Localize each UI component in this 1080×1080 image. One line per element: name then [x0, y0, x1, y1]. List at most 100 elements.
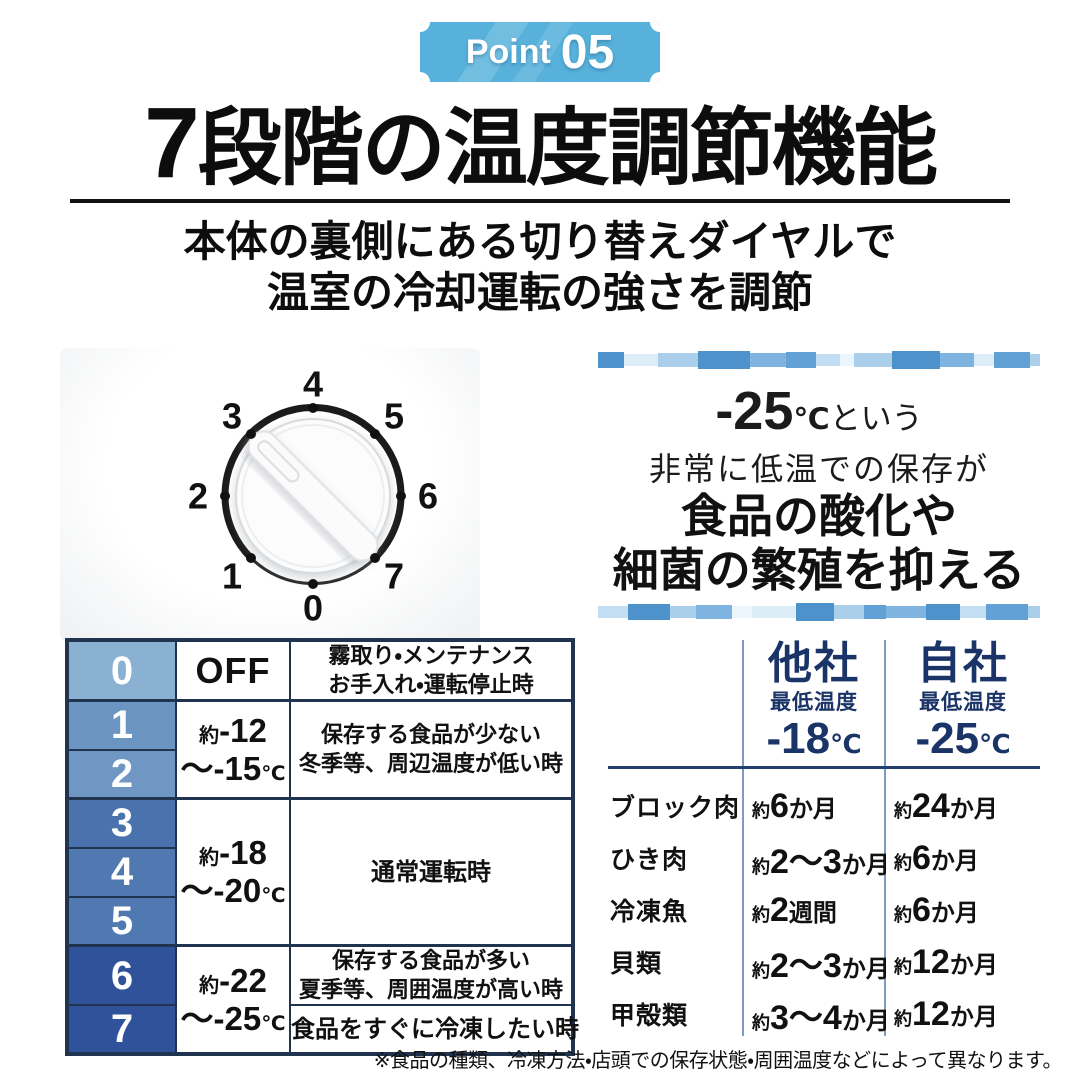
level-cell-6: 6 — [66, 944, 177, 1007]
table-row: 5 — [66, 895, 573, 947]
min-temp-label: 最低温度 — [770, 691, 858, 714]
dial-dot-6 — [396, 491, 406, 501]
level-cell-4: 4 — [66, 846, 177, 898]
mosaic-segment — [628, 604, 670, 620]
dial-knob-inner-edge — [241, 424, 385, 568]
desc-cell-0: 霧取り・メンテナンス お手入れ・運転停止時 — [289, 639, 574, 702]
food-label: ブロック肉 — [610, 794, 741, 822]
temp-value: 〜-15 — [180, 749, 262, 787]
comparison-table: 他社 最低温度 -18℃ 自社 最低温度 -25℃ ブロック肉 約6か月 約24… — [608, 640, 1040, 1037]
mosaic-segment — [886, 606, 926, 618]
header-divider — [608, 766, 1040, 769]
level-cell-3: 3 — [66, 797, 177, 849]
dial-number-0: 0 — [303, 588, 323, 629]
header-own-company: 自社 最低温度 -25℃ — [886, 642, 1040, 761]
temp-value: 〜-20 — [180, 872, 262, 910]
subtitle-line2: 温室の冷却運転の強さを調節 — [266, 269, 813, 317]
comparison-row: 甲殻類 約3〜4か月 約12か月 — [608, 988, 1040, 1040]
min-temp-value: -25 — [915, 714, 980, 763]
level-cell-7: 7 — [66, 1004, 177, 1056]
desc-line: 霧取り・メンテナンス — [328, 643, 534, 668]
badge-notch — [420, 22, 430, 32]
point-badge: Point 05 — [420, 22, 660, 82]
level-cell-5: 5 — [66, 895, 177, 947]
food-label: 甲殻類 — [610, 1002, 689, 1030]
dial-dot-3 — [246, 429, 256, 439]
temp-prefix: 約 — [199, 847, 220, 870]
dial-number-4: 4 — [303, 364, 323, 405]
own-duration: 約12か月 — [894, 942, 998, 981]
table-row: 2 — [66, 748, 573, 800]
off-label: OFF — [195, 649, 271, 691]
benefit-temp: -25 — [715, 381, 794, 441]
min-temp-unit: ℃ — [979, 729, 1011, 759]
mosaic-segment — [994, 352, 1030, 368]
footnote: ※食品の種類、冷凍方法・店頭での保存状態・周囲温度などによって異なります。 — [373, 1050, 1063, 1072]
temp-value: -18 — [219, 834, 267, 872]
food-label: ひき肉 — [610, 846, 689, 874]
dial-dot-7 — [370, 553, 380, 563]
mosaic-segment — [752, 606, 796, 618]
comparison-row: 貝類 約2〜3か月 約12か月 — [608, 936, 1040, 988]
dial-graphic: 0 1 2 3 4 5 6 7 — [188, 364, 438, 629]
mosaic-segment — [864, 605, 886, 619]
mosaic-segment — [786, 352, 816, 368]
dial-dot-5 — [370, 429, 380, 439]
mosaic-segment — [698, 351, 750, 369]
min-temp-value: -18 — [766, 714, 831, 763]
own-duration: 約12か月 — [894, 994, 998, 1033]
benefit-headline: -25℃という — [598, 380, 1040, 442]
dial-number-6: 6 — [418, 476, 438, 517]
comparison-row: 冷凍魚 約2週間 約6か月 — [608, 884, 1040, 936]
badge-notch — [650, 72, 660, 82]
header-other-company: 他社 最低温度 -18℃ — [744, 642, 884, 761]
title-number: 7 — [144, 87, 200, 199]
temperature-dial-illustration: 0 1 2 3 4 5 6 7 — [60, 348, 480, 642]
table-row: 7 食品をすぐに冷凍したい時 — [66, 1004, 579, 1056]
temp-unit: ℃ — [261, 1012, 286, 1035]
dial-number-2: 2 — [188, 476, 208, 517]
desc-line: 冬季等、周辺温度が低い時 — [298, 750, 563, 776]
level-cell-1: 1 — [66, 699, 177, 751]
dial-dot-4 — [308, 403, 318, 413]
other-duration: 約2週間 — [752, 890, 837, 929]
desc-cell-3-5: 通常運転時 — [289, 797, 574, 947]
food-label: 貝類 — [610, 950, 663, 978]
desc-line: 夏季等、周囲温度が高い時 — [298, 976, 563, 1002]
benefit-line3: 食品の酸化や — [681, 490, 957, 542]
desc-cell-7: 食品をすぐに冷凍したい時 — [289, 1004, 579, 1056]
temp-cell-6-7: 約-22 〜-25℃ — [175, 944, 291, 1056]
mosaic-segment — [598, 606, 628, 618]
temp-cell-off: OFF — [175, 639, 291, 702]
food-label: 冷凍魚 — [610, 898, 689, 926]
other-duration: 約6か月 — [752, 786, 837, 825]
comparison-row: ブロック肉 約6か月 約24か月 — [608, 780, 1040, 832]
table-row: 1 約-12 〜-15℃ 保存する食品が少ない 冬季等、周辺温度が低い時 — [66, 699, 574, 800]
mosaic-strip-top — [598, 350, 1040, 370]
temp-value: 〜-25 — [180, 999, 262, 1037]
dial-number-5: 5 — [384, 396, 404, 437]
mosaic-segment — [892, 351, 940, 369]
mosaic-segment — [1028, 606, 1040, 618]
desc-cell-6: 保存する食品が多い 夏季等、周囲温度が高い時 — [289, 944, 574, 1007]
desc-cell-1-2: 保存する食品が少ない 冬季等、周辺温度が低い時 — [289, 699, 574, 800]
mosaic-segment — [854, 353, 892, 367]
temp-value: -22 — [219, 961, 267, 999]
table-row: 3 約-18 〜-20℃ 通常運転時 — [66, 797, 574, 947]
own-duration: 約6か月 — [894, 838, 979, 877]
title-text: 段階の温度調節機能 — [197, 101, 938, 195]
level-cell-2: 2 — [66, 748, 177, 800]
own-duration: 約6か月 — [894, 890, 979, 929]
mosaic-strip-bottom — [598, 602, 1040, 622]
own-duration: 約24か月 — [894, 786, 998, 825]
temp-unit: ℃ — [261, 885, 286, 908]
desc-line: お手入れ・運転停止時 — [328, 671, 534, 697]
desc-line: 食品をすぐに冷凍したい時 — [291, 1015, 579, 1043]
dial-number-3: 3 — [222, 396, 242, 437]
benefit-line2: 非常に低温での保存が — [648, 451, 989, 487]
benefit-line4: 細菌の繁殖を抑える — [612, 544, 1026, 596]
dial-dot-0 — [308, 579, 318, 589]
mosaic-segment — [624, 354, 658, 366]
other-duration: 約2〜3か月 — [752, 842, 890, 881]
